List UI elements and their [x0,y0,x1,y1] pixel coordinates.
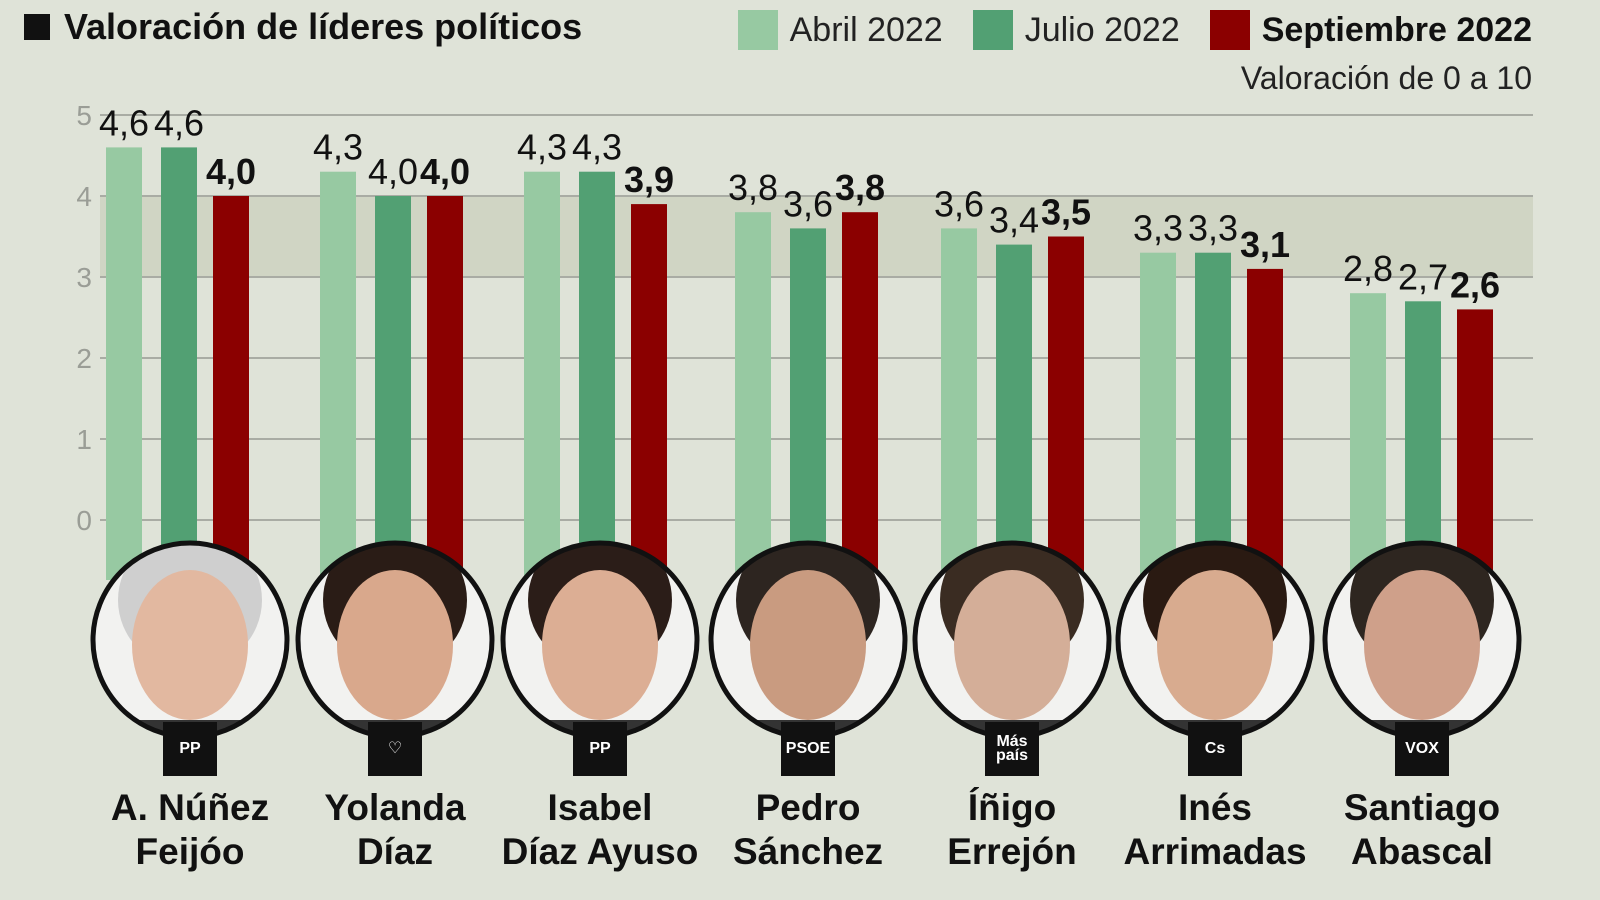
party-logo-icon: ♡ [368,722,422,776]
bar [1247,268,1283,580]
data-label: 4,0 [420,151,470,192]
party-logo-icon: Cs [1188,722,1242,776]
y-tick-label: 2 [76,343,92,374]
bar [735,212,771,580]
data-label: 2,8 [1343,248,1393,289]
bar [1048,236,1084,580]
bar [842,212,878,580]
bar [375,196,411,580]
leader-name-line2: Díaz Ayuso [501,831,699,872]
legend-label: Julio 2022 [1024,10,1180,49]
data-label: 2,7 [1398,256,1448,297]
leader-name-line1: A. Núñez [110,787,270,828]
party-logo-icon: Más país [985,722,1039,776]
bar [427,196,463,580]
leader-name: Isabel Díaz Ayuso [490,786,710,874]
y-tick-label: 0 [76,505,92,536]
party-logo-icon: PP [573,722,627,776]
leader-name-line2: Arrimadas [1123,831,1307,872]
data-label: 4,6 [154,102,204,143]
leader-photo [912,540,1112,740]
chart-subtitle: Valoración de 0 a 10 [1240,60,1532,96]
legend-swatch [737,10,778,50]
data-label: 2,6 [1450,264,1500,305]
leader-name: Yolanda Díaz [285,786,505,874]
leader-photo [500,540,700,740]
bar [996,244,1032,580]
leader-name-line1: Isabel [547,787,653,828]
bar [161,147,197,580]
data-label: 4,0 [206,151,256,192]
data-label: 3,3 [1133,208,1183,249]
leader-name: Pedro Sánchez [698,786,918,874]
leader-name-line2: Feijóo [135,831,245,872]
legend-swatch [972,10,1013,50]
bar [320,171,356,580]
leader-name-line2: Errejón [947,831,1077,872]
party-logo-icon: PSOE [781,722,835,776]
bar [631,204,667,580]
leader-name-line2: Díaz [356,831,434,872]
leader-name-line2: Sánchez [732,831,884,872]
legend-item-abril: Abril 2022 [737,10,943,50]
y-tick-label: 5 [76,100,92,131]
data-label: 3,4 [989,200,1039,241]
data-label: 3,9 [624,159,674,200]
bar [579,171,615,580]
legend-label: Abril 2022 [789,10,943,49]
bar [1195,252,1231,580]
title-square-icon [24,14,50,40]
party-logo-icon: PP [163,722,217,776]
y-tick-label: 1 [76,424,92,455]
bar [106,147,142,580]
data-label: 3,3 [1188,208,1238,249]
data-label: 4,0 [368,151,418,192]
leader-name-line1: Inés [1177,787,1253,828]
leader-name: Santiago Abascal [1312,786,1532,874]
leader-photo [708,540,908,740]
leader-name: Íñigo Errejón [902,786,1122,874]
bar [1350,293,1386,580]
bar [524,171,560,580]
leader-name-line2: Abascal [1351,831,1493,872]
data-label: 3,6 [783,183,833,224]
legend-item-julio: Julio 2022 [972,10,1180,50]
legend: Abril 2022 Julio 2022 Septiembre 2022 [737,10,1532,50]
chart-title: Valoración de líderes políticos [24,6,582,48]
legend-label: Septiembre 2022 [1261,10,1532,49]
leader-name: Inés Arrimadas [1105,786,1325,874]
leader-name: A. Núñez Feijóo [80,786,300,874]
leader-photo [1322,540,1522,740]
leader-name-line1: Pedro [755,787,861,828]
bar [1457,309,1493,580]
leader-name-line1: Santiago [1343,787,1501,828]
bar [1405,301,1441,580]
bar [213,196,249,580]
data-label: 3,8 [728,167,778,208]
leader-name-line1: Íñigo [967,787,1057,828]
data-label: 4,3 [517,127,567,168]
data-label: 3,5 [1041,192,1091,233]
leader-photo [1115,540,1315,740]
legend-swatch [1209,10,1250,50]
y-tick-label: 3 [76,262,92,293]
y-tick-label: 4 [76,181,92,212]
data-label: 3,8 [835,167,885,208]
bar [790,228,826,580]
bar [1140,252,1176,580]
leader-name-line1: Yolanda [324,787,466,828]
title-text: Valoración de líderes políticos [64,6,583,47]
leader-photo [90,540,290,740]
legend-item-septiembre: Septiembre 2022 [1209,10,1532,50]
data-label: 4,3 [572,127,622,168]
data-label: 4,6 [99,102,149,143]
data-label: 3,1 [1240,224,1290,265]
party-logo-icon: VOX [1395,722,1449,776]
data-label: 4,3 [313,127,363,168]
data-label: 3,6 [934,183,984,224]
bar [941,228,977,580]
